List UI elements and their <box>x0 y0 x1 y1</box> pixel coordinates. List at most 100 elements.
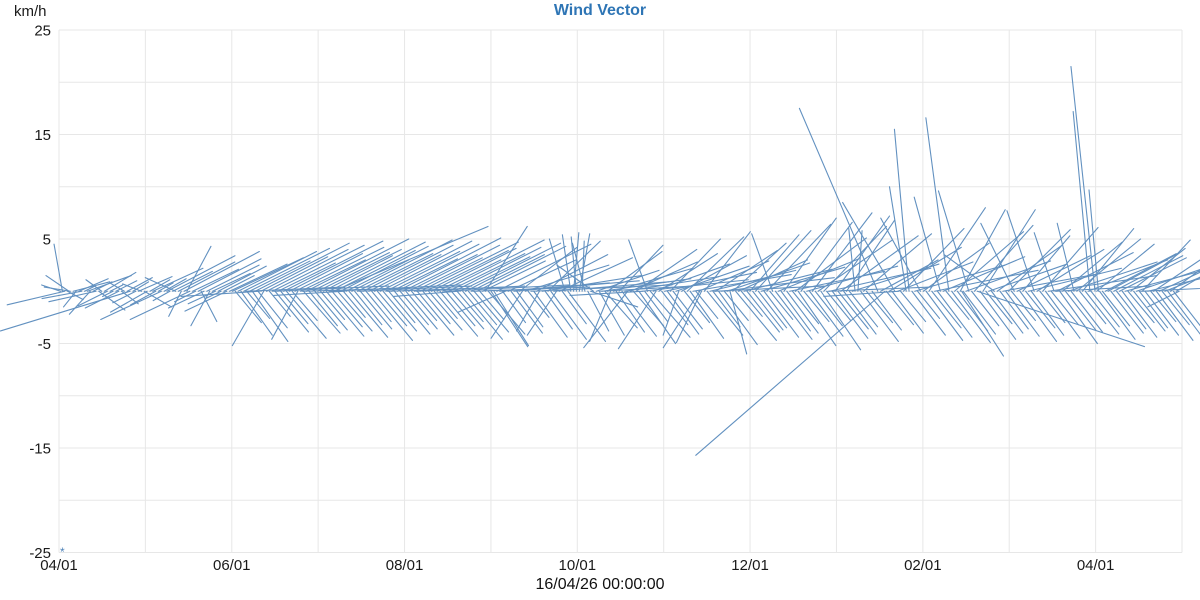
wind-vector-line <box>752 290 784 331</box>
wind-vector-line <box>442 239 545 292</box>
wind-vector-line <box>68 290 91 315</box>
wind-vector-line <box>422 290 451 325</box>
wind-vector-line <box>470 254 545 292</box>
wind-vector-line <box>187 290 216 305</box>
wind-vector-line <box>515 290 541 332</box>
wind-vector-line <box>617 290 657 350</box>
wind-vector-line <box>1044 290 1081 339</box>
wind-vector-line <box>428 290 463 331</box>
wind-vector-line <box>300 259 366 292</box>
wind-vector-line <box>308 290 338 327</box>
wind-vector-line <box>595 269 660 292</box>
wind-vector-line <box>706 290 744 336</box>
wind-vector-line <box>885 290 915 326</box>
wind-vector-line <box>45 275 70 292</box>
wind-vector-line <box>166 255 236 292</box>
x-axis-timestamp-label: 16/04/26 00:00:00 <box>535 576 665 593</box>
wind-vector-line <box>493 290 530 347</box>
wind-vector-line <box>618 244 664 292</box>
wind-vector-line <box>376 290 408 327</box>
wind-vector-line <box>675 290 703 344</box>
wind-vector-line <box>325 290 365 337</box>
wind-vector-line <box>1104 253 1177 292</box>
wind-vector-line <box>925 117 950 292</box>
wind-vector-line <box>1096 243 1155 292</box>
wind-vector-line <box>430 247 517 292</box>
wind-vector-line <box>556 264 595 292</box>
wind-vector-line <box>1099 290 1136 340</box>
wind-vector-line <box>686 236 745 292</box>
wind-vector-line <box>77 290 108 307</box>
wind-vector-line <box>320 290 346 321</box>
wind-vector-line <box>453 246 542 292</box>
wind-vector-line <box>1172 290 1200 327</box>
wind-vector-line <box>283 240 384 292</box>
wind-vector-line <box>144 277 177 292</box>
wind-vector-line <box>664 271 758 292</box>
wind-vector-line <box>530 284 673 292</box>
wind-vector-line <box>985 290 1013 325</box>
wind-vector-line <box>598 290 625 336</box>
wind-vector-line <box>1175 276 1200 292</box>
wind-vector-line <box>1070 66 1096 292</box>
x-tick-label: 08/01 <box>386 557 424 574</box>
wind-vector-line <box>988 263 1068 292</box>
wind-vector-line <box>186 245 212 292</box>
wind-vector-line <box>533 290 568 338</box>
wind-vector-line <box>482 260 546 292</box>
wind-vector-line <box>459 256 531 292</box>
wind-vector-line <box>777 258 860 292</box>
wind-vector-line <box>820 290 862 351</box>
wind-vector-line <box>936 290 973 338</box>
wind-vector-line <box>570 236 577 292</box>
wind-vector-line <box>931 290 962 329</box>
wind-vector-line <box>851 263 940 292</box>
wind-vector-line <box>561 234 572 292</box>
gridlines <box>58 29 1183 553</box>
wind-vector-line <box>763 290 800 338</box>
wind-vector-line <box>92 281 113 292</box>
wind-vector-line <box>405 290 438 330</box>
y-tick-label: -25 <box>29 545 51 562</box>
wind-vector-line <box>863 233 933 292</box>
y-tick-label: 15 <box>34 127 51 144</box>
wind-vector-line <box>1161 290 1190 326</box>
wind-vector-line <box>510 290 543 334</box>
wind-vector-line <box>1072 110 1091 292</box>
wind-vector-line <box>1158 271 1200 292</box>
wind-vector-line <box>328 241 426 292</box>
wind-vector-line <box>334 249 416 292</box>
wind-vector-line <box>351 239 453 292</box>
wind-vector-line <box>880 217 921 292</box>
wind-vector-line <box>962 290 997 335</box>
wind-vector-line <box>322 255 393 292</box>
wind-vector-line <box>1116 290 1147 330</box>
wind-vector-line <box>783 217 837 292</box>
wind-vector-line <box>1084 290 1120 335</box>
wind-vector-line <box>749 234 800 292</box>
wind-vector-line <box>62 290 77 308</box>
wind-vector-line <box>152 267 204 292</box>
wind-vector-line <box>723 290 749 322</box>
wind-vector-line <box>888 186 907 292</box>
wind-vector-line <box>1050 290 1079 326</box>
wind-vector-line <box>273 285 390 292</box>
wind-vector-line <box>280 290 309 325</box>
x-tick-label: 12/01 <box>731 557 769 574</box>
wind-vector-line <box>302 290 341 334</box>
wind-vector-line <box>1079 290 1107 325</box>
wind-vector-line <box>362 244 454 292</box>
wind-vector-line <box>339 245 429 292</box>
wind-vector-line <box>204 290 222 300</box>
wind-vector-line <box>337 290 373 332</box>
wind-vector-line <box>848 228 856 292</box>
wind-vector-line <box>628 239 649 292</box>
wind-vector-line <box>408 244 501 292</box>
wind-vector-line <box>817 239 893 292</box>
wind-vector-line <box>223 275 255 292</box>
wind-vector-line <box>681 255 747 292</box>
wind-vector-line <box>891 290 924 334</box>
wind-vector-line <box>329 284 462 292</box>
wind-vector-line <box>265 248 349 292</box>
wind-vector-line <box>712 290 741 328</box>
